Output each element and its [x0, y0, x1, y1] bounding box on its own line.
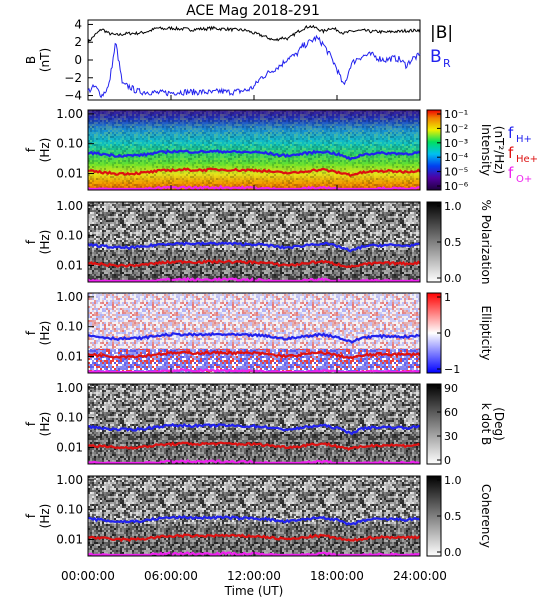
colorbar-tick-label: 0.0	[444, 546, 462, 559]
legend-fH-label: f	[508, 124, 514, 142]
bfield-legend-BR: B	[430, 47, 442, 67]
colorbar-tick-label: 1.0	[444, 474, 462, 487]
freq-tick-label: 1.00	[56, 381, 83, 395]
colorbar-tick-label: 90	[444, 382, 458, 395]
bfield-y-tick-label: −4	[64, 89, 82, 103]
freq-ylabel: f	[24, 239, 38, 244]
gyro-line-fH	[87, 514, 421, 526]
panel-spectrogram-2: 1.00 0.10 0.01 f (Hz) 1.0 0.5 0.0 % Polarization	[24, 199, 493, 285]
bfield-legend-absB: |B|	[430, 23, 453, 43]
bfield-y-tick-label: 0	[74, 53, 82, 67]
freq-tick-label: 1.00	[56, 473, 83, 487]
gyro-line-fH	[87, 148, 421, 161]
freq-tick-label: 0.10	[56, 229, 83, 243]
colorbar-tick-label: 10⁻¹	[444, 108, 468, 121]
gyrofrequency-legend: f H+ f He+ f O+	[508, 124, 538, 185]
colorbar	[426, 383, 442, 465]
freq-tick-label: 0.10	[56, 411, 83, 425]
x-tick-label-3: 18:00:00	[310, 569, 364, 583]
colorbar-title: % Polarization	[479, 200, 493, 285]
x-tick-label-0: 00:00:00	[61, 569, 115, 583]
panel-bfield: −4 −2 0 2 4 B (nT) |B| B R	[24, 17, 453, 102]
bfield-y-tick-label: 2	[74, 35, 82, 49]
freq-tick-label: 0.10	[56, 320, 83, 334]
freq-ylabel-unit: (Hz)	[38, 504, 52, 529]
freq-ylabel: f	[24, 147, 38, 152]
freq-ylabel-unit: (Hz)	[38, 412, 52, 437]
figure-title: ACE Mag 2018-291	[186, 3, 320, 19]
legend-fHe-label: f	[508, 144, 514, 162]
freq-tick-label: 0.01	[56, 350, 83, 364]
panel-spectrogram-3: 1.00 0.10 0.01 f (Hz) 1 0 −1 Ellipticity	[24, 290, 493, 376]
bfield-series-absB	[87, 24, 421, 44]
colorbar-title: Coherency	[479, 484, 493, 548]
legend-fO-sub: O+	[516, 174, 532, 185]
gyro-line-fHe	[87, 533, 421, 543]
bfield-ylabel-line1: B	[24, 56, 38, 64]
gyro-line-fHe	[87, 167, 421, 178]
freq-ylabel: f	[24, 513, 38, 518]
colorbar-tick-label: 30	[444, 430, 458, 443]
gyro-line-fH	[87, 241, 421, 253]
x-tick-label-1: 06:00:00	[144, 569, 198, 583]
freq-tick-label: 0.01	[56, 533, 83, 547]
freq-ylabel-unit: (Hz)	[38, 230, 52, 255]
bfield-y-tick-label: 4	[74, 17, 82, 31]
x-axis-label: Time (UT)	[224, 584, 284, 598]
colorbar-title: Ellipticity	[479, 306, 493, 361]
panel-spectrogram-1: 1.00 0.10 0.01 f (Hz) 10⁻¹10⁻² 10⁻³10⁻⁴ 10⁻⁵10⁻…	[24, 107, 506, 193]
legend-fO-label: f	[508, 164, 514, 182]
bfield-lines	[87, 24, 421, 100]
colorbar-tick-label: 0.5	[444, 236, 462, 249]
colorbar-title: (Deg)	[492, 407, 506, 441]
gyro-line-fH	[87, 422, 421, 436]
freq-tick-label: 1.00	[56, 199, 83, 213]
colorbar-tick-label: 10⁻⁵	[444, 166, 468, 179]
spectrogram-panels: 1.000.100.01f (Hz)10⁻¹10⁻²10⁻³10⁻⁴10⁻⁵10⁻…	[24, 107, 506, 559]
freq-ylabel-unit: (Hz)	[38, 138, 52, 163]
colorbar-tick-label: −1	[444, 363, 460, 376]
freq-ylabel: f	[24, 330, 38, 335]
gyro-line-fHe	[87, 350, 421, 360]
freq-ylabel: f	[24, 421, 38, 426]
colorbar-tick-label: 0	[444, 327, 451, 340]
colorbar-tick-label: 10⁻²	[444, 122, 468, 135]
freq-tick-label: 1.00	[56, 107, 83, 121]
x-axis: 00:00:00 06:00:00 12:00:00 18:00:00 24:0…	[61, 569, 447, 598]
panel-spectrogram-5: 1.00 0.10 0.01 f (Hz) 1.0 0.5 0.0 Coherency	[24, 473, 493, 559]
freq-tick-label: 0.10	[56, 137, 83, 151]
freq-tick-label: 0.10	[56, 503, 83, 517]
gyro-line-fHe	[87, 259, 421, 269]
colorbar-tick-label: 10⁻³	[444, 137, 468, 150]
bfield-ylabel-line2: (nT)	[38, 48, 52, 72]
panel-spectrogram-4: 1.00 0.10 0.01 f (Hz) 90 60 30 0 k dot B (Deg)	[24, 381, 506, 467]
colorbar	[426, 109, 442, 191]
freq-tick-label: 1.00	[56, 290, 83, 304]
colorbar-title: (nT²/Hz)	[492, 126, 506, 174]
x-tick-label-2: 12:00:00	[227, 569, 281, 583]
colorbar-tick-label: 0.0	[444, 272, 462, 285]
bfield-y-tick-label: −2	[64, 71, 82, 85]
bfield-series-BR	[87, 34, 421, 99]
freq-ylabel-unit: (Hz)	[38, 321, 52, 346]
gyro-line-fHe	[87, 441, 421, 451]
colorbar-title: Intensity	[479, 124, 493, 176]
x-tick-label-4: 24:00:00	[393, 569, 447, 583]
colorbar-tick-label: 0.5	[444, 510, 462, 523]
bfield-legend-BR-sub: R	[443, 57, 451, 70]
freq-tick-label: 0.01	[56, 259, 83, 273]
colorbar-tick-label: 10⁻⁶	[444, 180, 469, 193]
legend-fH-sub: H+	[516, 134, 532, 145]
colorbar-tick-label: 1	[444, 291, 451, 304]
freq-tick-label: 0.01	[56, 441, 83, 455]
freq-tick-label: 0.01	[56, 167, 83, 181]
gyro-line-fH	[87, 331, 421, 344]
colorbar-tick-label: 10⁻⁴	[444, 151, 469, 164]
colorbar-tick-label: 0	[444, 454, 451, 467]
colorbar-tick-label: 1.0	[444, 200, 462, 213]
colorbar-title: k dot B	[479, 403, 493, 445]
legend-fHe-sub: He+	[516, 154, 538, 165]
colorbar-tick-label: 60	[444, 406, 458, 419]
